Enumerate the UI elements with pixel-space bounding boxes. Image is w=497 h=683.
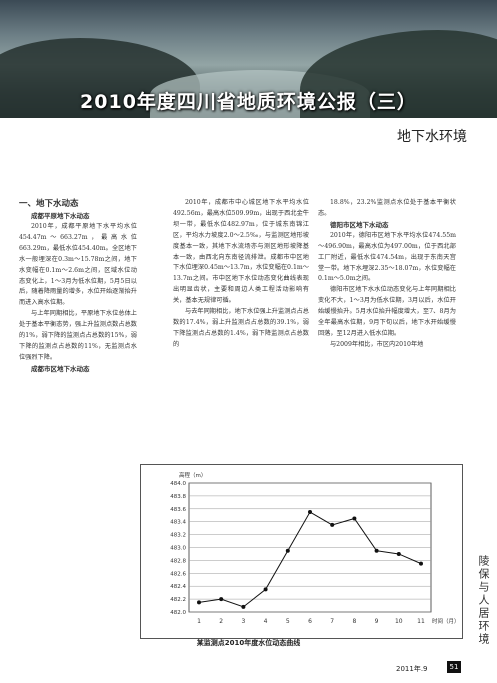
- page-number: 51: [447, 661, 461, 673]
- data-point: [396, 551, 401, 556]
- y-tick-label: 483.6: [170, 507, 186, 513]
- data-point: [285, 548, 290, 553]
- text-column-3: 18.8%，23.2%监测点水位处于基本平衡状态。 德阳市区地下水动态 2010…: [318, 198, 456, 351]
- x-tick-label: 3: [241, 618, 245, 625]
- x-tick-label: 1: [197, 618, 201, 625]
- paragraph: 与去年同期相比，地下水位强上升监测点占总数的17.4%，弱上升监测点占总数的39…: [173, 308, 309, 348]
- y-tick-label: 482.4: [170, 584, 186, 590]
- y-tick-label: 483.2: [170, 533, 186, 539]
- subsection-heading-chengdu-plain: 成都平原地下水动态: [31, 212, 90, 220]
- paragraph: 18.8%，23.2%监测点水位处于基本平衡状态。: [318, 199, 456, 217]
- text-column-2: 2010年，成都市中心城区地下水平均水位492.56m，最高水位509.99m，…: [173, 198, 309, 351]
- x-tick-label: 11: [417, 618, 425, 625]
- data-point: [263, 587, 268, 592]
- data-point: [419, 561, 423, 566]
- chart-caption: 某监测点2010年度水位动态曲线: [196, 639, 301, 647]
- x-tick-label: 7: [330, 618, 334, 625]
- section-heading: 一、地下水动态: [19, 199, 79, 209]
- x-tick-label: 6: [308, 618, 312, 625]
- x-tick-label: 5: [286, 618, 290, 625]
- paragraph: 2010年，德阳市区地下水平均水位474.55m～496.90m，最高水位为49…: [318, 231, 456, 283]
- header-banner-photo: [0, 0, 497, 118]
- x-axis-label: 时间（月）: [432, 617, 460, 625]
- paragraph: 德阳市区地下水水位动态变化与上年同期相比变化不大，1～3月为低水位期，3月以后，…: [318, 286, 456, 337]
- series-line: [198, 511, 422, 608]
- paragraph: 2010年，成都平原地下水平均水位 454.47m～663.27m，最高水位 6…: [19, 223, 137, 307]
- subsection-heading-deyang: 德阳市区地下水动态: [330, 220, 389, 229]
- side-calligraphy: 陵保与人居环境: [477, 555, 490, 646]
- x-tick-label: 2: [219, 618, 223, 625]
- data-point: [219, 597, 224, 602]
- paragraph: 2010年，成都市中心城区地下水平均水位492.56m，最高水位509.99m，…: [173, 199, 309, 305]
- issue-number: 2011年.9: [396, 665, 428, 673]
- water-level-chart: 484.0 483.8 483.6 483.4 483.2 483.0 482.8 482.6…: [140, 464, 463, 639]
- y-tick-label: 483.0: [170, 546, 186, 552]
- x-tick-label: 10: [395, 618, 403, 625]
- y-tick-label: 482.2: [170, 597, 186, 603]
- y-tick-label: 483.4: [170, 520, 186, 526]
- y-tick-label: 482.6: [170, 571, 186, 577]
- data-point: [330, 522, 335, 527]
- text-column-1: 一、地下水动态 成都平原地下水动态 2010年，成都平原地下水平均水位 454.…: [19, 198, 137, 375]
- x-tick-label: 4: [264, 618, 268, 625]
- data-point: [352, 516, 357, 521]
- y-axis-label: 高程（m）: [179, 471, 206, 479]
- page-title: 2010年度四川省地质环境公报（三）: [80, 91, 417, 113]
- data-point: [308, 510, 312, 515]
- paragraph: 与上年同期相比，平原地下水位总体上处于基本平衡态势，强上升监测点数占总数的1%，…: [19, 310, 137, 361]
- x-tick-label: 9: [375, 618, 379, 625]
- x-tick-label: 8: [352, 618, 356, 625]
- paragraph: 与2009年相比，市区内2010年地: [330, 340, 424, 348]
- y-tick-label: 484.0: [170, 481, 186, 487]
- subsection-heading-chengdu-city: 成都市区地下水动态: [31, 364, 90, 373]
- chart-svg: 484.0 483.8 483.6 483.4 483.2 483.0 482.8 482.6…: [170, 471, 460, 625]
- data-point: [374, 548, 379, 553]
- y-tick-label: 483.8: [170, 494, 186, 500]
- y-tick-label: 482.8: [170, 558, 186, 564]
- data-point: [241, 604, 246, 609]
- page-subtitle: 地下水环境: [397, 129, 467, 145]
- data-point: [197, 600, 201, 605]
- y-tick-label: 482.0: [170, 610, 186, 616]
